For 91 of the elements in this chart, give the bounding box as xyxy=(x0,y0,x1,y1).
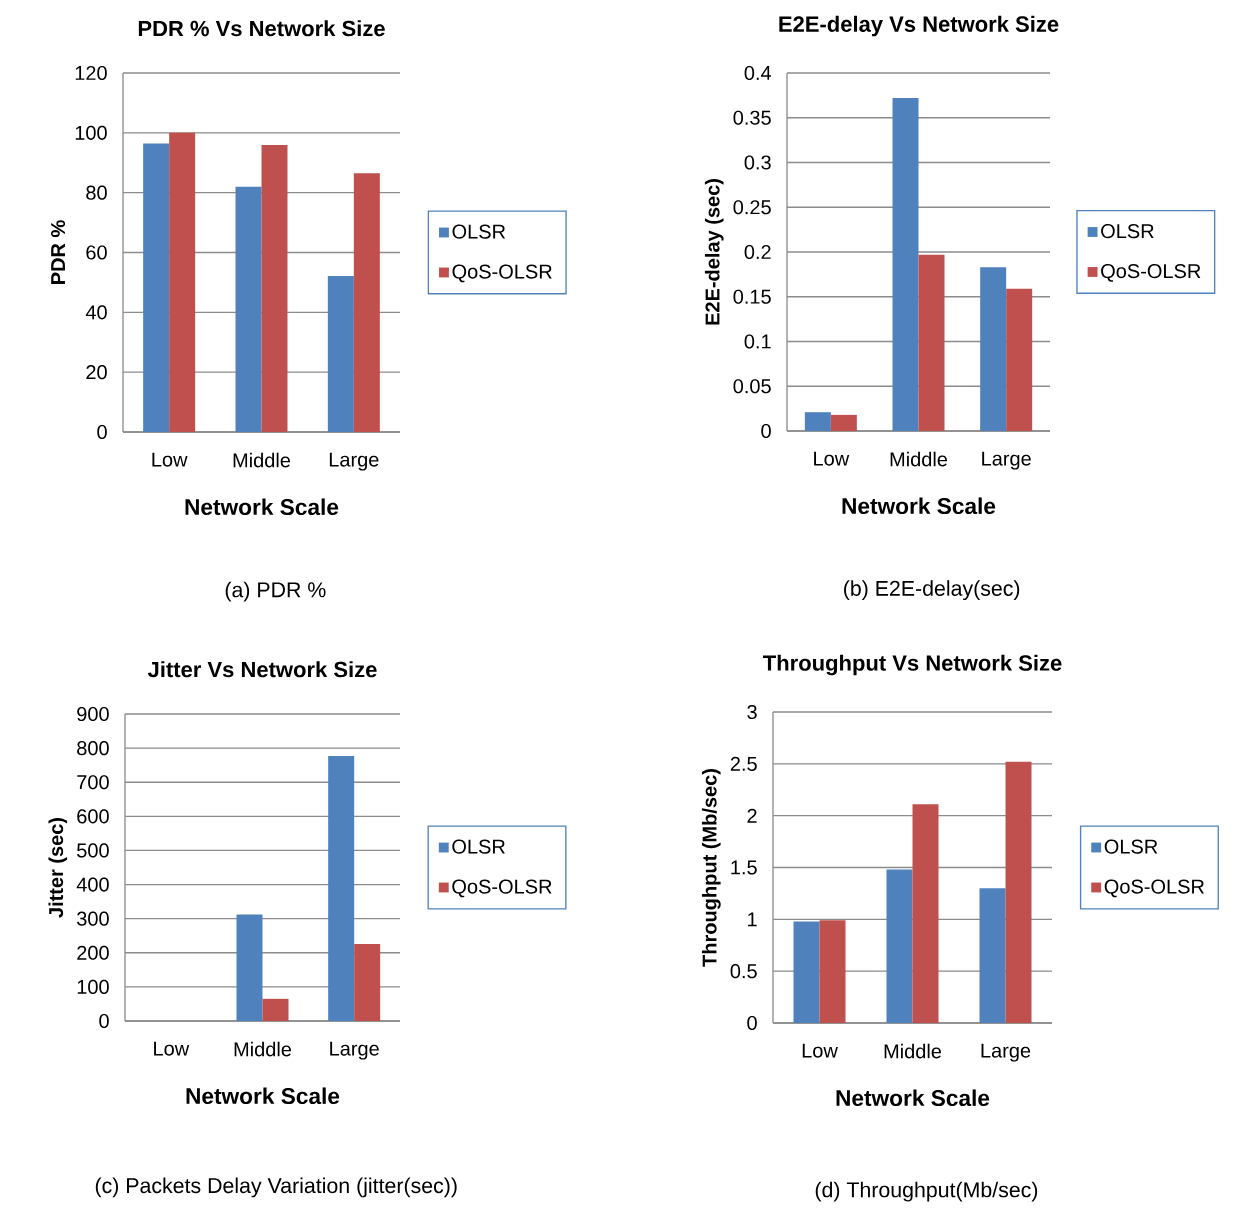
x-tick-label: Middle xyxy=(890,451,948,467)
y-axis-title: Jitter (sec) xyxy=(48,817,68,918)
y-tick-label: 0.2 xyxy=(744,244,771,260)
bar xyxy=(169,132,196,432)
y-tick-label: 0.1 xyxy=(744,334,771,349)
y-tick-label: 200 xyxy=(77,945,109,960)
y-tick-label: 3 xyxy=(747,704,757,720)
y-tick-label: 2 xyxy=(747,808,757,823)
x-axis-title: Network Scale xyxy=(185,498,339,516)
x-tick-label: Large xyxy=(982,451,1031,470)
x-axis-title: Network Scale xyxy=(836,1089,990,1107)
bar xyxy=(328,755,355,1021)
legend-label: OLSR xyxy=(452,224,506,239)
y-tick-label: 0.35 xyxy=(733,110,771,125)
bar xyxy=(1006,288,1033,431)
bar xyxy=(235,186,262,432)
y-tick-label: 40 xyxy=(85,305,107,320)
y-tick-label: 100 xyxy=(77,979,109,994)
x-tick-label: Low xyxy=(802,1043,838,1058)
bar xyxy=(980,267,1007,431)
bar xyxy=(327,276,354,432)
chart-title: Jitter Vs Network Size xyxy=(147,661,377,678)
legend-label: QoS-OLSR xyxy=(1101,263,1201,282)
bar xyxy=(261,145,288,432)
y-tick-label: 120 xyxy=(75,65,107,81)
text: (b) E2E-delay(sec) xyxy=(844,580,1020,601)
text: (a) PDR % xyxy=(225,581,326,602)
text: (c) Packets Delay Variation (jitter(sec)) xyxy=(95,1177,457,1198)
y-tick-label: 100 xyxy=(75,125,107,140)
y-tick-label: 700 xyxy=(77,775,109,790)
bar xyxy=(143,143,170,432)
y-tick-label: 0.25 xyxy=(733,200,771,215)
y-tick-label: 800 xyxy=(77,741,109,756)
legend-label: OLSR xyxy=(1104,839,1158,854)
bar xyxy=(236,914,263,1021)
y-tick-label: 1.5 xyxy=(731,860,757,875)
x-tick-label: Middle xyxy=(884,1043,942,1059)
y-tick-label: 500 xyxy=(77,843,109,858)
x-tick-label: Middle xyxy=(234,1041,292,1057)
bar xyxy=(819,920,846,1023)
y-tick-label: 300 xyxy=(77,911,109,926)
y-tick-label: 0.5 xyxy=(730,964,757,979)
bar xyxy=(886,869,913,1023)
bar xyxy=(912,804,939,1023)
y-tick-label: 0.05 xyxy=(733,379,771,394)
legend-label: QoS-OLSR xyxy=(452,264,552,283)
chart-title: PDR % Vs Network Size xyxy=(138,20,385,37)
y-axis-title: Throughput (Mb/sec) xyxy=(701,769,721,967)
y-tick-label: 400 xyxy=(76,877,109,892)
legend-label: OLSR xyxy=(1101,224,1154,239)
x-tick-label: Low xyxy=(154,1041,190,1056)
y-tick-label: 0.4 xyxy=(744,65,772,81)
x-axis-title: Network Scale xyxy=(842,497,996,515)
y-tick-label: 60 xyxy=(86,245,107,260)
x-tick-label: Large xyxy=(981,1043,1031,1062)
y-tick-label: 1 xyxy=(748,912,757,927)
chart-title: E2E-delay Vs Network Size xyxy=(779,15,1059,37)
y-tick-label: 900 xyxy=(77,706,109,722)
x-tick-label: Middle xyxy=(233,452,291,468)
bar xyxy=(918,254,945,431)
bar xyxy=(262,998,289,1021)
bar xyxy=(354,943,381,1021)
bar xyxy=(804,412,831,431)
y-tick-label: 0 xyxy=(747,1015,757,1031)
legend-label: QoS-OLSR xyxy=(452,879,552,898)
y-tick-label: 0.15 xyxy=(733,289,771,304)
text: (d) Throughput(Mb/sec) xyxy=(815,1181,1038,1202)
y-tick-label: 20 xyxy=(86,365,107,380)
x-tick-label: Large xyxy=(329,452,379,471)
y-tick-label: 0.3 xyxy=(744,155,771,170)
y-axis-title: PDR % xyxy=(51,220,66,284)
y-tick-label: 0 xyxy=(97,424,107,440)
y-axis-title: E2E-delay (sec) xyxy=(704,179,724,325)
legend-label: OLSR xyxy=(452,839,505,854)
y-tick-label: 600 xyxy=(77,809,109,824)
x-tick-label: Large xyxy=(330,1041,379,1060)
bar xyxy=(1005,761,1032,1023)
y-tick-label: 80 xyxy=(86,185,107,200)
bar xyxy=(979,888,1006,1023)
x-tick-label: Low xyxy=(152,452,188,467)
x-tick-label: Low xyxy=(814,451,850,466)
y-tick-label: 0 xyxy=(761,423,771,439)
y-tick-label: 2.5 xyxy=(730,756,757,771)
bar xyxy=(353,173,380,432)
y-tick-label: 0 xyxy=(99,1013,109,1029)
legend-label: QoS-OLSR xyxy=(1104,879,1204,898)
bar xyxy=(830,414,857,431)
chart-title: Throughput Vs Network Size xyxy=(763,654,1062,676)
bar xyxy=(892,98,919,431)
bar xyxy=(793,921,820,1023)
x-axis-title: Network Scale xyxy=(186,1087,340,1105)
